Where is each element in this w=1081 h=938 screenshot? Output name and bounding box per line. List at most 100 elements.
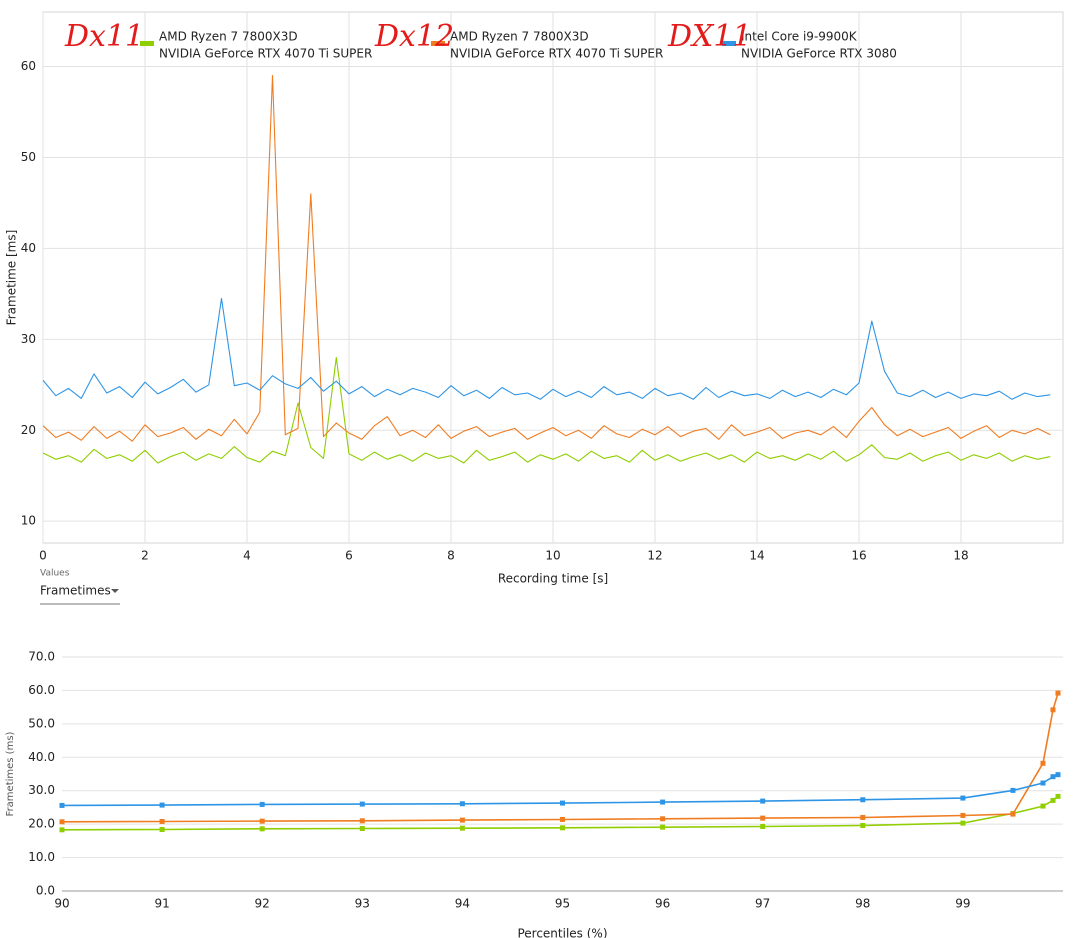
point-marker	[760, 823, 766, 829]
series-group	[59, 690, 1061, 833]
point-marker	[1055, 772, 1061, 778]
x-tick-label: 12	[647, 549, 662, 563]
y-tick-label: 30.0	[28, 783, 55, 797]
y-axis-label: Frametimes (ms)	[5, 731, 16, 816]
y-tick-label: 70.0	[28, 650, 55, 664]
point-marker	[1040, 803, 1046, 809]
point-marker	[59, 802, 65, 808]
series-line	[43, 75, 1051, 442]
point-marker	[59, 819, 65, 825]
point-marker	[760, 815, 766, 821]
x-tick-label: 14	[749, 549, 764, 563]
x-tick-label: 0	[39, 549, 47, 563]
legend-label: NVIDIA GeForce RTX 4070 Ti SUPER	[450, 47, 663, 61]
point-marker	[1050, 774, 1056, 780]
point-marker	[259, 818, 265, 824]
point-marker	[459, 817, 465, 823]
point-marker	[159, 802, 165, 808]
y-tick-label: 40.0	[28, 750, 55, 764]
dropdown[interactable]: Frametimes	[40, 584, 120, 605]
series-line	[43, 297, 1051, 400]
legend-label: Intel Core i9-9900K	[741, 30, 858, 44]
series-line	[61, 773, 1059, 807]
point-marker	[1050, 707, 1056, 713]
x-tick-label: 96	[655, 897, 670, 911]
point-marker	[359, 801, 365, 807]
x-tick-label: 95	[555, 897, 570, 911]
point-marker	[960, 795, 966, 801]
x-axis-label: Recording time [s]	[498, 572, 608, 586]
point-marker	[860, 814, 866, 820]
x-axis-label: Percentiles (%)	[517, 927, 607, 938]
point-marker	[459, 825, 465, 831]
point-marker	[760, 798, 766, 804]
point-marker	[560, 825, 565, 831]
point-marker	[1040, 760, 1046, 766]
point-marker	[560, 816, 565, 822]
legend-label: NVIDIA GeForce RTX 3080	[741, 47, 897, 61]
point-marker	[1010, 811, 1016, 817]
point-marker	[1055, 690, 1061, 696]
handwritten-annotation: DX11	[667, 19, 752, 54]
point-marker	[860, 822, 866, 828]
x-tick-label: 4	[243, 549, 251, 563]
point-marker	[159, 818, 165, 824]
legend-label: NVIDIA GeForce RTX 4070 Ti SUPER	[159, 47, 372, 61]
y-tick-label: 30	[21, 332, 36, 346]
x-tick-label: 91	[154, 897, 169, 911]
point-marker	[960, 812, 966, 818]
point-marker	[259, 801, 265, 807]
series-line	[43, 356, 1051, 464]
point-marker	[660, 799, 666, 805]
y-tick-label: 20	[21, 423, 36, 437]
legend-label: AMD Ryzen 7 7800X3D	[450, 30, 589, 44]
x-tick-label: 8	[447, 549, 455, 563]
x-tick-label: 18	[953, 549, 968, 563]
x-tick-label: 93	[355, 897, 370, 911]
point-marker	[860, 797, 866, 803]
y-tick-label: 20.0	[28, 817, 55, 831]
y-tick-label: 60.0	[28, 683, 55, 697]
x-tick-label: 90	[54, 897, 69, 911]
legend-swatch	[140, 41, 154, 46]
y-tick-label: 40	[21, 241, 36, 255]
x-tick-label: 92	[255, 897, 270, 911]
point-marker	[1055, 793, 1061, 799]
dropdown-value[interactable]: Frametimes	[40, 584, 111, 598]
series-line	[61, 692, 1059, 823]
x-tick-label: 99	[955, 897, 970, 911]
point-marker	[1050, 797, 1056, 803]
point-marker	[159, 826, 165, 832]
point-marker	[359, 818, 365, 824]
dropdown-label: Values	[40, 569, 70, 579]
legend-swatch	[722, 41, 736, 46]
y-tick-label: 10.0	[28, 850, 55, 864]
y-tick-label: 50.0	[28, 716, 55, 730]
y-axis-label: Frametime [ms]	[5, 230, 19, 326]
point-marker	[660, 824, 666, 830]
point-marker	[359, 825, 365, 831]
y-tick-label: 10	[21, 514, 36, 528]
handwritten-annotation: Dx11	[64, 19, 144, 54]
point-marker	[59, 827, 65, 833]
dropdown-arrow	[111, 589, 119, 593]
series-group	[43, 75, 1051, 464]
x-tick-label: 16	[851, 549, 866, 563]
point-marker	[1040, 780, 1046, 786]
handwritten-annotation: Dx12	[374, 19, 454, 54]
y-tick-label: 0.0	[36, 884, 55, 898]
legend-label: AMD Ryzen 7 7800X3D	[159, 30, 298, 44]
point-marker	[660, 816, 666, 822]
point-marker	[1010, 787, 1016, 793]
x-tick-label: 2	[141, 549, 149, 563]
legend-swatch	[431, 41, 445, 46]
x-tick-label: 6	[345, 549, 353, 563]
point-marker	[960, 820, 966, 826]
x-tick-label: 98	[855, 897, 870, 911]
point-marker	[560, 800, 565, 806]
x-tick-label: 97	[755, 897, 770, 911]
series-line	[61, 795, 1059, 831]
x-tick-label: 94	[455, 897, 470, 911]
x-tick-label: 10	[545, 549, 560, 563]
